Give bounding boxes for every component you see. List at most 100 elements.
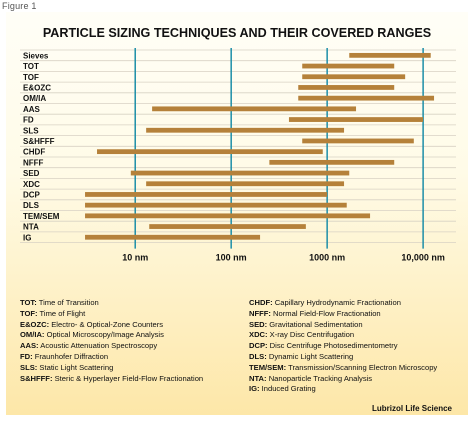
legend-abbreviation: SED: <box>249 319 268 329</box>
legend-item: TOT: Time of Transition <box>20 298 203 309</box>
range-bar <box>146 181 345 187</box>
source-note: Lubrizol Life Science <box>371 404 452 413</box>
legend-item: AAS: Acoustic Attenuation Spectroscopy <box>20 341 203 352</box>
legend-item: S&HFFF: Steric & Hyperlayer Field-Flow F… <box>20 374 203 385</box>
technique-label: NFFF <box>23 158 44 167</box>
x-tick-label: 10,000 nm <box>401 253 445 263</box>
technique-label: CHDF <box>23 148 45 157</box>
legend-description: Nanoparticle Tracking Analysis <box>266 373 373 383</box>
legend-item: XDC: X-ray Disc Centrifugation <box>249 330 437 341</box>
legend-description: Fraunhofer Diffraction <box>32 351 109 361</box>
range-bar <box>302 138 414 144</box>
legend-abbreviation: TOT: <box>20 298 37 307</box>
range-bar <box>302 74 406 80</box>
legend-abbreviation: DCP: <box>249 341 268 351</box>
legend-item: CHDF: Capillary Hydrodynamic Fractionati… <box>249 298 437 309</box>
technique-label: OM/IA <box>23 94 46 103</box>
legend-item: TEM/SEM: Transmission/Scanning Electron … <box>249 363 437 374</box>
range-bar <box>298 95 435 101</box>
legend-abbreviation: AAS: <box>20 341 39 351</box>
range-bar <box>97 149 323 155</box>
legend-item: OM/IA: Optical Microscopy/Image Analysis <box>20 330 203 341</box>
legend-description: Acoustic Attenuation Spectroscopy <box>38 341 158 351</box>
legend-abbreviation: CHDF: <box>249 298 273 307</box>
technique-label: DCP <box>23 190 41 199</box>
abbreviation-legend: TOT: Time of Transition TOF: Time of Flig… <box>20 298 460 408</box>
legend-abbreviation: E&OZC: <box>20 319 50 329</box>
technique-label: NTA <box>23 223 39 232</box>
range-bar <box>349 52 431 58</box>
legend-abbreviation: NFFF: <box>249 308 271 318</box>
legend-abbreviation: NTA: <box>249 373 267 383</box>
chart-title: PARTICLE SIZING TECHNIQUES AND THEIR COV… <box>43 26 431 40</box>
legend-item: IG: Induced Grating <box>249 384 437 395</box>
legend-description: Disc Centrifuge Photosedimentometry <box>267 341 398 351</box>
technique-label: SED <box>23 169 40 178</box>
legend-description: Electro- & Optical-Zone Counters <box>49 319 164 329</box>
range-bar <box>85 213 371 219</box>
technique-label: DLS <box>23 201 40 210</box>
legend-abbreviation: FD: <box>20 351 33 361</box>
legend-item: SLS: Static Light Scattering <box>20 363 203 374</box>
legend-description: Dynamic Light Scattering <box>266 351 354 361</box>
technique-label: TEM/SEM <box>23 212 60 221</box>
x-tick-labels: 10 nm 100 nm 1000 nm 10,000 nm <box>122 253 445 263</box>
range-bar <box>269 159 395 165</box>
legend-item: E&OZC: Electro- & Optical-Zone Counters <box>20 320 203 331</box>
range-bar <box>85 192 328 197</box>
legend-item: NFFF: Normal Field-Flow Fractionation <box>249 309 437 320</box>
legend-item: DLS: Dynamic Light Scattering <box>249 352 437 363</box>
range-bars <box>85 52 435 240</box>
range-bar <box>288 117 424 122</box>
legend-column-right: CHDF: Capillary Hydrodynamic Fractionati… <box>249 298 437 395</box>
legend-abbreviation: DLS: <box>249 351 267 361</box>
legend-description: X-ray Disc Centrifugation <box>267 330 355 340</box>
legend-description: Normal Field-Flow Fractionation <box>270 308 381 318</box>
legend-description: Induced Grating <box>259 384 316 394</box>
legend-item: NTA: Nanoparticle Tracking Analysis <box>249 374 437 385</box>
x-tick-label: 1000 nm <box>309 253 345 263</box>
legend-item: FD: Fraunhofer Diffraction <box>20 352 203 363</box>
legend-description: Steric & Hyperlayer Field-Flow Fractiona… <box>52 373 204 383</box>
technique-label: AAS <box>23 105 41 114</box>
technique-label: XDC <box>23 180 40 189</box>
legend-abbreviation: OM/IA: <box>20 330 45 340</box>
technique-label: Sieves <box>23 51 49 60</box>
legend-item: SED: Gravitational Sedimentation <box>249 320 437 331</box>
range-bar <box>146 127 345 133</box>
range-chart: PARTICLE SIZING TECHNIQUES AND THEIR COV… <box>20 26 456 263</box>
legend-item: DCP: Disc Centrifuge Photosedimentometry <box>249 341 437 352</box>
legend-description: Transmission/Scanning Electron Microscop… <box>286 362 438 372</box>
figure-label: Figure 1 <box>2 1 37 11</box>
technique-label: E&OZC <box>23 83 51 92</box>
range-bar <box>149 224 306 229</box>
legend-description: Static Light Scattering <box>37 362 114 372</box>
legend-abbreviation: S&HFFF: <box>20 373 53 383</box>
legend-abbreviation: IG: <box>249 384 260 394</box>
range-bar <box>85 234 261 240</box>
legend-description: Time of Flight <box>37 308 86 318</box>
technique-label: FD <box>23 116 34 125</box>
legend-description: Optical Microscopy/Image Analysis <box>44 330 164 340</box>
technique-label: IG <box>23 233 31 242</box>
chart-panel: PARTICLE SIZING TECHNIQUES AND THEIR COV… <box>6 12 468 415</box>
technique-label: SLS <box>23 126 39 135</box>
legend-item: TOF: Time of Flight <box>20 309 203 320</box>
range-bar <box>85 202 347 208</box>
x-tick-label: 10 nm <box>122 253 148 263</box>
range-bar <box>302 63 395 69</box>
legend-column-left: TOT: Time of Transition TOF: Time of Flig… <box>20 298 203 384</box>
technique-label: TOT <box>23 62 39 71</box>
x-tick-label: 100 nm <box>216 253 247 263</box>
legend-description: Time of Transition <box>36 298 99 307</box>
legend-description: Capillary Hydrodynamic Fractionation <box>272 298 401 307</box>
range-bar <box>130 170 350 176</box>
legend-abbreviation: SLS: <box>20 362 38 372</box>
legend-abbreviation: TOF: <box>20 308 38 318</box>
range-bar <box>152 106 357 112</box>
technique-label: TOF <box>23 73 39 82</box>
technique-label: S&HFFF <box>23 137 55 146</box>
legend-description: Gravitational Sedimentation <box>267 319 363 329</box>
legend-abbreviation: XDC: <box>249 330 268 340</box>
